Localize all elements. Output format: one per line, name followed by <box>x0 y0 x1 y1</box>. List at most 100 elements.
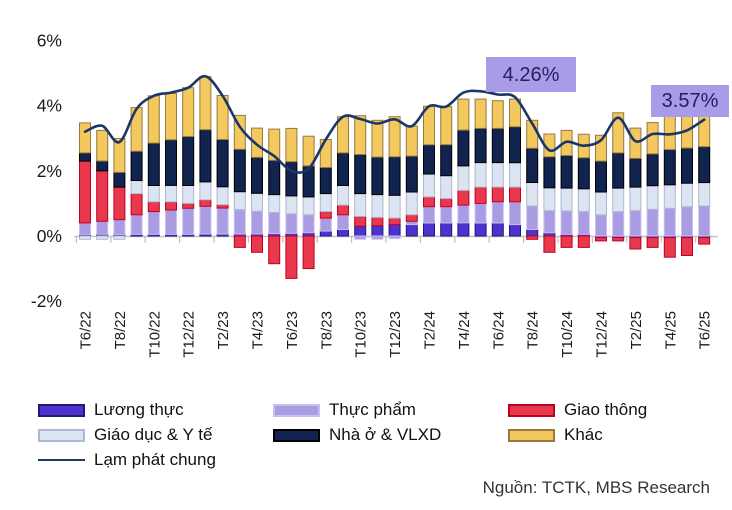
bar-segment <box>595 237 607 242</box>
x-tick-label: T2/25 <box>628 311 645 349</box>
legend-label: Lạm phát chung <box>94 450 216 469</box>
bar-segment <box>319 230 332 237</box>
bar-segment <box>388 224 401 237</box>
x-tick-label: T10/24 <box>559 311 576 358</box>
bar-segment <box>130 214 143 235</box>
bar-segment <box>233 235 246 248</box>
bar-segment <box>509 98 521 128</box>
x-tick-label: T8/22 <box>112 311 129 349</box>
bar-segment <box>388 194 401 219</box>
bar-segment <box>577 188 590 212</box>
bar-segment <box>560 235 573 248</box>
legend-item-luong-thuc: Lương thực <box>38 400 273 419</box>
bar-segment <box>491 100 504 129</box>
x-tick-label: T2/24 <box>422 311 439 349</box>
bar-segment <box>165 93 177 141</box>
legend-label: Giao thông <box>564 400 648 419</box>
bar-segment <box>96 170 109 222</box>
bar-segment <box>268 235 281 265</box>
bar-segment <box>423 144 435 175</box>
bar-segment <box>285 213 298 234</box>
bar-segment <box>96 235 109 240</box>
bar-segment <box>130 180 143 195</box>
bar-segment <box>405 214 418 222</box>
bar-segment <box>165 209 177 235</box>
bar-segment <box>130 193 143 216</box>
x-tick-label: T2/23 <box>215 311 232 349</box>
x-tick-label: T8/24 <box>525 311 542 349</box>
bar-segment <box>663 207 676 237</box>
bar-segment <box>440 222 453 237</box>
bar-segment <box>79 160 91 224</box>
bar-segment <box>612 187 625 213</box>
bar-segment <box>474 162 487 188</box>
thuc-pham-swatch <box>273 403 320 417</box>
bar-segment <box>182 202 195 209</box>
bar-segment <box>199 205 212 235</box>
bar-segment <box>646 237 659 248</box>
bar-segment <box>285 127 298 163</box>
bar-segment <box>79 222 91 235</box>
bar-segment <box>216 207 229 235</box>
legend-item-giao-duc-y-te: Giáo dục & Y tế <box>38 425 273 444</box>
x-tick-label: T10/23 <box>353 311 370 358</box>
x-tick-label: T12/22 <box>181 311 198 358</box>
bar-segment <box>457 165 470 191</box>
bar-segment <box>423 206 435 224</box>
bar-segment <box>681 182 693 208</box>
bar-segment <box>251 156 263 194</box>
bar-segment <box>113 171 126 188</box>
bar-segment <box>96 129 109 162</box>
bar-segment <box>268 128 281 161</box>
bar-segment <box>319 167 332 195</box>
bar-segment <box>182 185 195 204</box>
bar-segment <box>646 185 659 210</box>
bar-segment <box>388 156 401 196</box>
bar-segment <box>577 157 590 190</box>
bar-segment <box>337 152 349 186</box>
bar-segment <box>526 229 539 237</box>
legend-label: Giáo dục & Y tế <box>94 425 213 444</box>
bar-segment <box>543 235 556 253</box>
bar-segment <box>233 148 246 193</box>
bar-segment <box>337 185 349 206</box>
bar-segment <box>612 112 625 154</box>
bar-segment <box>147 142 160 187</box>
bar-segment <box>199 181 212 201</box>
bar-segment <box>285 195 298 215</box>
bar-segment <box>388 217 401 226</box>
legend-label: Khác <box>564 425 603 444</box>
bar-segment <box>251 192 263 212</box>
bar-segment <box>681 206 693 237</box>
bar-segment <box>354 115 367 155</box>
lam-phat-chung-line-swatch <box>38 459 85 461</box>
bar-segment <box>526 205 539 230</box>
bar-segment <box>509 201 521 226</box>
bar-segment <box>147 95 160 144</box>
bar-segment <box>371 119 384 158</box>
bar-segment <box>646 122 659 155</box>
bar-segment <box>595 160 607 193</box>
bar-segment <box>646 153 659 187</box>
bar-segment <box>577 235 590 248</box>
bar-segment <box>509 186 521 203</box>
x-tick-label: T4/25 <box>662 311 679 349</box>
bar-segment <box>509 224 521 237</box>
bar-segment <box>474 222 487 237</box>
bar-segment <box>663 149 676 186</box>
bar-segment <box>526 182 539 207</box>
legend-item-lam-phat-chung: Lạm phát chung <box>38 450 273 469</box>
bar-segment <box>629 237 642 250</box>
x-tick-label: T6/25 <box>697 311 714 349</box>
bar-segment <box>354 215 367 227</box>
bar-segment <box>629 210 642 237</box>
bar-segment <box>251 127 263 158</box>
bar-segment <box>560 187 573 212</box>
bar-segment <box>302 196 315 216</box>
bar-segment <box>440 175 453 199</box>
bar-segment <box>165 185 177 203</box>
bar-segment <box>629 186 642 212</box>
bar-segment <box>233 191 246 211</box>
chart-canvas: 6% 4% 2% 0% -2% T6/22 T8/22 T10/22 T12/22 T2/23 T4… <box>31 30 718 358</box>
bar-segment <box>302 214 315 234</box>
